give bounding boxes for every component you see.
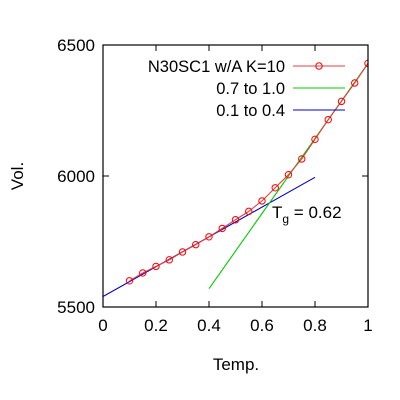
data-point <box>192 240 200 249</box>
data-point <box>125 277 134 285</box>
x-tick-label: 0.4 <box>197 316 221 335</box>
data-point <box>205 233 213 241</box>
x-tick-label: 1 <box>363 316 372 335</box>
legend-label: 0.1 to 0.4 <box>216 102 285 120</box>
data-point <box>351 79 359 87</box>
series-line-main <box>129 63 368 282</box>
y-tick-label: 5500 <box>57 298 95 317</box>
x-tick-label: 0.8 <box>303 316 327 335</box>
x-tick-label: 0.2 <box>144 316 168 335</box>
y-tick-label: 6000 <box>57 167 95 186</box>
axis-ticks: 0 0.2 0.4 0.6 0.8 1 5500 6000 6500 <box>57 36 373 335</box>
data-point <box>298 155 306 163</box>
data-point <box>165 256 173 264</box>
tg-symbol: T <box>272 203 282 222</box>
data-point <box>218 224 226 233</box>
data-point <box>258 197 266 205</box>
tg-subscript: g <box>282 212 289 226</box>
legend: N30SC1 w/A K=10 0.7 to 1.0 0.1 to 0.4 <box>148 58 345 120</box>
tg-value: = 0.62 <box>289 203 341 222</box>
data-point <box>152 262 160 271</box>
legend-label: 0.7 to 1.0 <box>216 80 285 98</box>
data-point <box>178 248 187 256</box>
legend-label: N30SC1 w/A K=10 <box>148 58 285 76</box>
x-tick-label: 0 <box>98 316 107 335</box>
x-tick-label: 0.6 <box>250 316 274 335</box>
y-axis-label: Vol. <box>8 162 27 190</box>
data-point <box>284 170 293 179</box>
data-point <box>337 97 346 106</box>
data-point <box>311 135 319 144</box>
tg-annotation: Tg = 0.62 <box>272 203 342 226</box>
data-point <box>231 216 240 224</box>
data-point <box>324 115 332 124</box>
y-tick-label: 6500 <box>57 36 95 55</box>
series-group <box>103 59 368 297</box>
x-axis-label: Temp. <box>213 355 259 374</box>
legend-marker <box>315 62 323 70</box>
data-point <box>245 207 253 216</box>
data-point <box>271 184 279 192</box>
data-point <box>139 269 147 277</box>
